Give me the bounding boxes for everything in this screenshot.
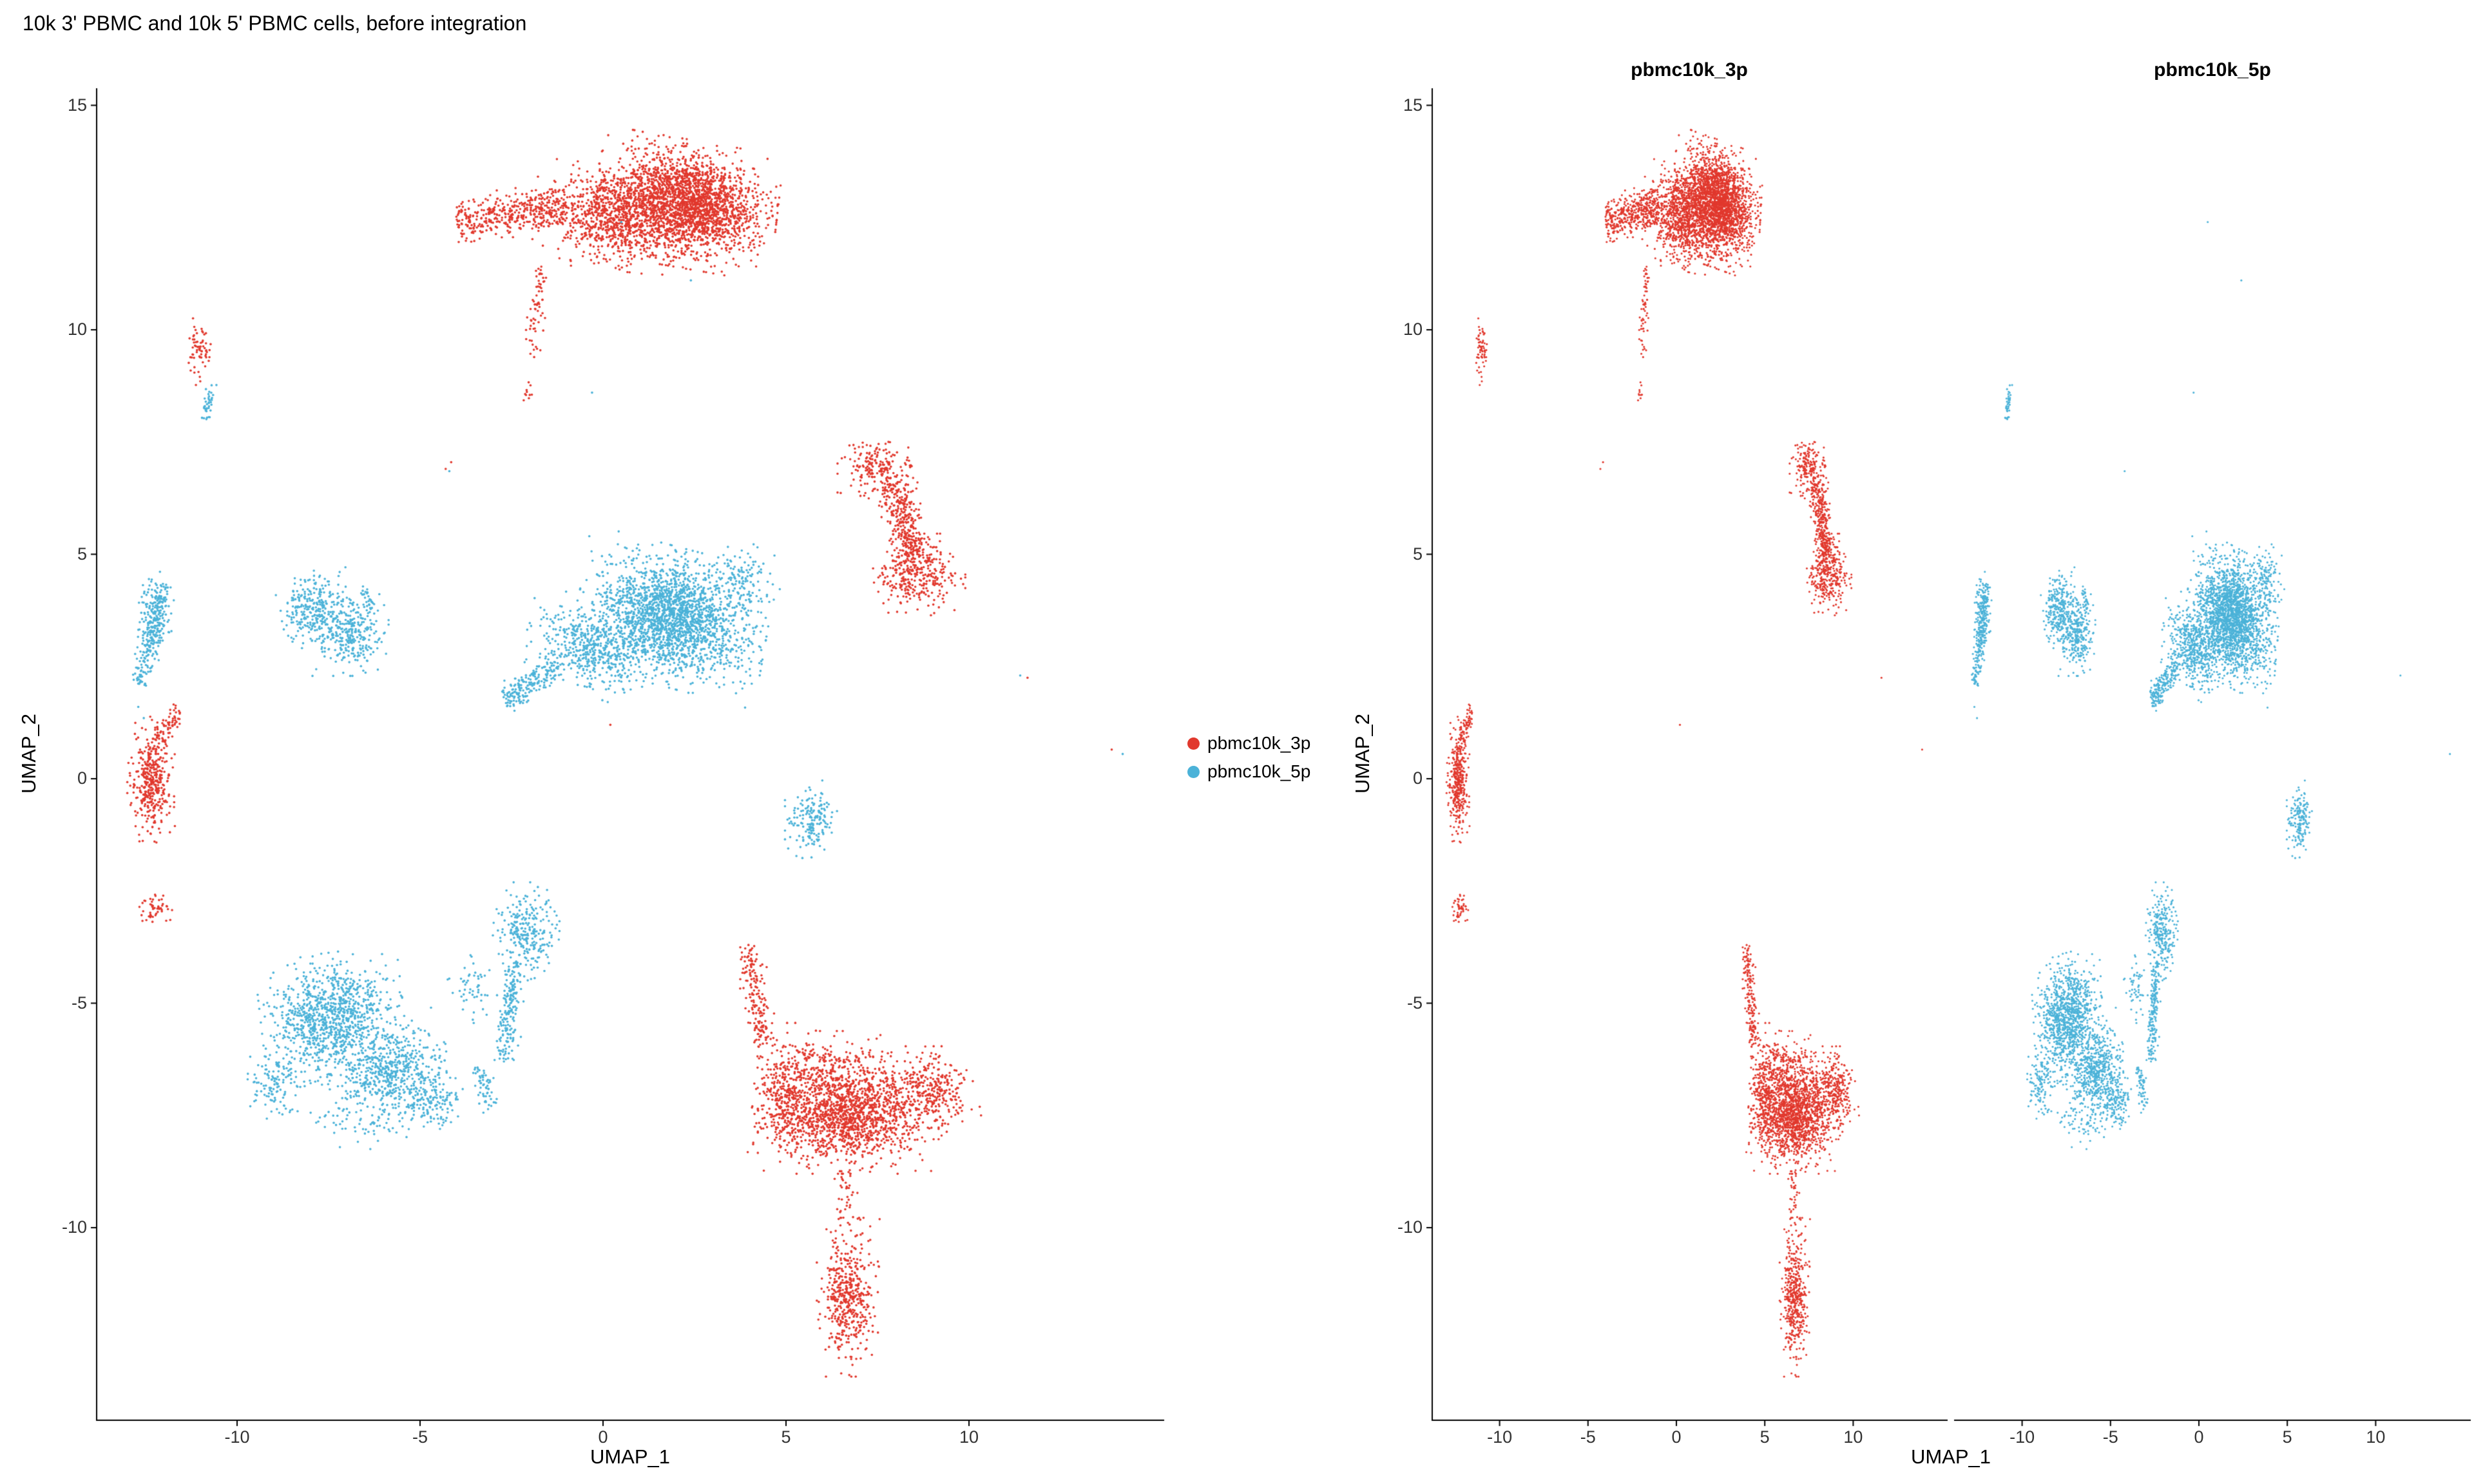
y-tick-label: 5: [1412, 544, 1423, 564]
legend-item-pbmc10k-5p: pbmc10k_5p: [1187, 757, 1310, 786]
y-tick-label: 15: [1403, 95, 1423, 115]
x-tick-label: -10: [1487, 1427, 1513, 1447]
facet-title-pbmc10k-5p: pbmc10k_5p: [2154, 59, 2271, 81]
legend-item-pbmc10k-3p: pbmc10k_3p: [1187, 729, 1310, 757]
legend-swatch-red-icon: [1187, 737, 1200, 750]
y-tick-label: -10: [1397, 1217, 1423, 1237]
y-tick-label: 0: [77, 768, 87, 788]
x-tick-label: 10: [2366, 1427, 2386, 1447]
x-tick-label: -10: [2009, 1427, 2035, 1447]
x-tick-label: 0: [2194, 1427, 2204, 1447]
x-tick-label: 0: [1671, 1427, 1682, 1447]
y-tick-label: 5: [77, 544, 87, 564]
x-tick-label: 5: [1760, 1427, 1770, 1447]
x-tick-label: -5: [1580, 1427, 1596, 1447]
x-tick-label: 5: [781, 1427, 791, 1447]
x-tick-label: -5: [412, 1427, 428, 1447]
y-tick-label: -5: [1406, 993, 1423, 1013]
facet-title-pbmc10k-3p: pbmc10k_3p: [1631, 59, 1748, 81]
legend: pbmc10k_3p pbmc10k_5p: [1187, 729, 1310, 786]
left-plot-x-axis-label: UMAP_1: [590, 1445, 671, 1468]
x-tick-label: 5: [2282, 1427, 2292, 1447]
right-plot-x-axis-label: UMAP_1: [1910, 1445, 1991, 1468]
y-tick-label: -10: [61, 1217, 87, 1237]
y-tick-label: 10: [1403, 319, 1423, 339]
x-tick-label: 10: [1843, 1427, 1863, 1447]
y-tick-label: -5: [71, 993, 87, 1013]
legend-label-pbmc10k-5p: pbmc10k_5p: [1207, 761, 1311, 781]
x-tick-label: 10: [959, 1427, 979, 1447]
legend-label-pbmc10k-3p: pbmc10k_3p: [1207, 733, 1311, 753]
x-tick-label: -5: [2102, 1427, 2118, 1447]
legend-swatch-blue-icon: [1187, 765, 1200, 778]
y-tick-label: 10: [67, 319, 87, 339]
figure-title: 10k 3' PBMC and 10k 5' PBMC cells, befor…: [23, 12, 527, 35]
y-tick-label: 15: [67, 95, 87, 115]
x-tick-label: -10: [224, 1427, 250, 1447]
y-tick-label: 0: [1412, 768, 1423, 788]
x-tick-label: 0: [598, 1427, 608, 1447]
